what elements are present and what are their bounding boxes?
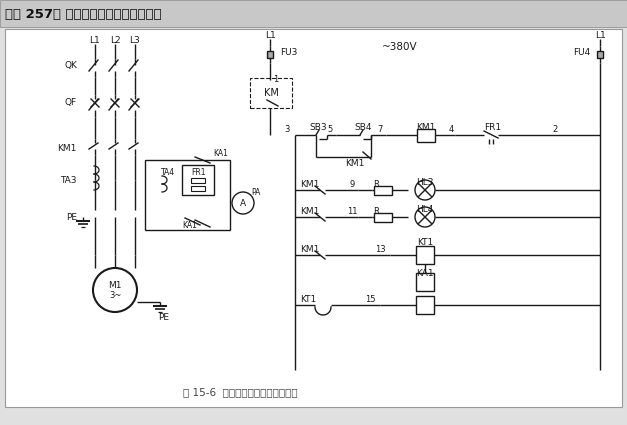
Bar <box>145 160 230 230</box>
Text: M1: M1 <box>108 281 122 291</box>
Circle shape <box>415 180 435 200</box>
Bar <box>597 51 603 58</box>
Bar <box>182 165 214 195</box>
Text: QK: QK <box>64 60 77 70</box>
Text: QF: QF <box>65 97 77 107</box>
Text: SB3: SB3 <box>309 122 327 131</box>
Text: 11: 11 <box>347 207 357 215</box>
Bar <box>250 78 292 108</box>
Text: PE: PE <box>158 312 169 321</box>
Bar <box>416 296 434 314</box>
Text: FR1: FR1 <box>191 167 205 176</box>
Text: KA1: KA1 <box>182 221 198 230</box>
Text: L1: L1 <box>265 31 275 40</box>
Text: HL4: HL4 <box>416 204 434 213</box>
Text: FU4: FU4 <box>572 48 590 57</box>
Text: A: A <box>240 198 246 207</box>
Text: 9: 9 <box>349 179 355 189</box>
Text: KM1: KM1 <box>58 144 77 153</box>
Text: L1: L1 <box>90 36 100 45</box>
Text: R: R <box>373 207 379 215</box>
Text: SB4: SB4 <box>354 122 372 131</box>
Circle shape <box>93 268 137 312</box>
Bar <box>0 0 627 27</box>
Text: 13: 13 <box>375 244 386 253</box>
Text: KT1: KT1 <box>417 238 433 246</box>
Text: PA: PA <box>251 187 261 196</box>
Text: KT1: KT1 <box>300 295 316 303</box>
Text: 3: 3 <box>285 125 290 133</box>
Text: L1: L1 <box>594 31 606 40</box>
Text: KM1: KM1 <box>300 207 319 215</box>
Text: 【例 257】 鼓风机电动机控制回路之二: 【例 257】 鼓风机电动机控制回路之二 <box>5 8 162 20</box>
Text: HL3: HL3 <box>416 178 434 187</box>
Text: KM1: KM1 <box>300 244 319 253</box>
Bar <box>191 178 205 182</box>
Bar <box>374 212 392 221</box>
Text: L2: L2 <box>110 36 120 45</box>
Text: L3: L3 <box>130 36 140 45</box>
Text: KM1: KM1 <box>416 122 436 131</box>
Text: 5: 5 <box>327 125 333 133</box>
Text: 2: 2 <box>552 125 557 133</box>
Text: FU3: FU3 <box>280 48 297 57</box>
Text: KM: KM <box>263 88 278 98</box>
Bar <box>416 246 434 264</box>
Text: 图 15-6  鼓风机电动机控制回路之二: 图 15-6 鼓风机电动机控制回路之二 <box>182 387 297 397</box>
Text: TA4: TA4 <box>161 167 175 176</box>
Circle shape <box>415 207 435 227</box>
Text: KA1: KA1 <box>416 269 434 278</box>
Text: 3~: 3~ <box>109 291 121 300</box>
Bar <box>374 185 392 195</box>
Text: TA3: TA3 <box>60 176 77 184</box>
Text: KM1: KM1 <box>345 159 365 167</box>
Bar <box>191 185 205 190</box>
Bar <box>5 29 622 407</box>
Text: KA1: KA1 <box>213 148 228 158</box>
Text: ~380V: ~380V <box>382 42 418 52</box>
Bar <box>267 51 273 58</box>
Bar <box>416 273 434 291</box>
Text: 4: 4 <box>448 125 453 133</box>
Text: 15: 15 <box>365 295 375 303</box>
Text: 1: 1 <box>273 74 278 83</box>
Text: PE: PE <box>66 212 77 221</box>
Bar <box>417 128 435 142</box>
Text: 7: 7 <box>377 125 382 133</box>
Text: KM1: KM1 <box>300 179 319 189</box>
Text: R: R <box>373 179 379 189</box>
Circle shape <box>232 192 254 214</box>
Text: FR1: FR1 <box>485 122 502 131</box>
